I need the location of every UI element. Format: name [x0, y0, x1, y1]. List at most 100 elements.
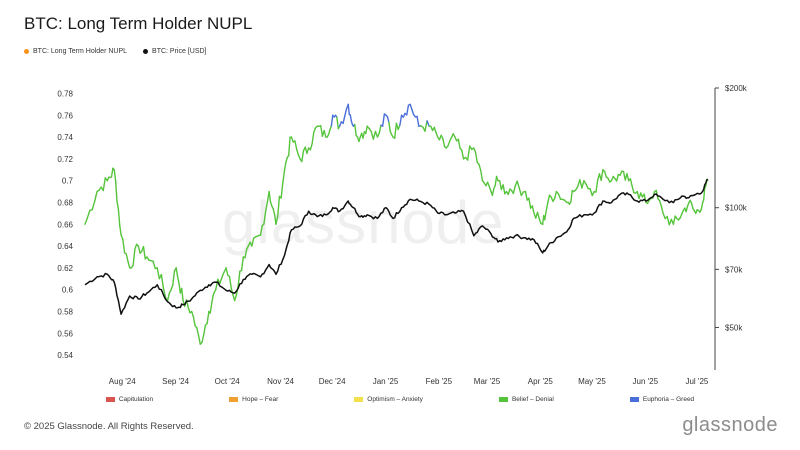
regime-hope-fear[interactable]: Hope – Fear	[169, 396, 278, 403]
regime-optimism-anxiety[interactable]: Optimism – Anxiety	[294, 396, 423, 403]
nupl-segment	[626, 173, 630, 182]
nupl-segment	[206, 310, 210, 325]
y-right-tick-label: $70k	[725, 265, 743, 274]
nupl-segment	[288, 136, 291, 157]
nupl-segment	[507, 188, 511, 196]
nupl-segment	[666, 215, 670, 226]
nupl-segment	[277, 195, 281, 218]
nupl-segment	[219, 276, 223, 284]
nupl-segment	[269, 201, 273, 207]
y-left-tick-label: 0.58	[57, 307, 73, 316]
x-tick-label: Feb '25	[426, 377, 453, 386]
nupl-segment	[84, 217, 89, 225]
nupl-segment	[102, 177, 107, 192]
legend-swatch-nupl	[24, 49, 29, 54]
nupl-segment	[600, 169, 604, 181]
regime-label-capitulation: Capitulation	[118, 396, 154, 403]
nupl-segment	[424, 120, 428, 132]
nupl-segment	[134, 243, 138, 250]
nupl-segment	[178, 282, 182, 294]
nupl-segment	[201, 334, 205, 344]
nupl-segment	[336, 116, 339, 130]
nupl-segment	[406, 104, 410, 116]
y-left-tick-label: 0.54	[57, 351, 73, 360]
nupl-segment	[554, 190, 558, 199]
nupl-segment	[338, 121, 343, 127]
nupl-segment	[461, 149, 465, 160]
y-left-tick-label: 0.56	[57, 329, 73, 338]
y-left-tick-label: 0.6	[62, 286, 74, 295]
nupl-segment	[466, 145, 471, 161]
nupl-segment	[93, 190, 98, 203]
nupl-segment	[127, 260, 131, 269]
nupl-segment	[275, 215, 279, 225]
nupl-segment	[478, 163, 482, 172]
regime-swatch-belief-denial	[498, 397, 508, 402]
nupl-segment	[197, 334, 201, 345]
nupl-segment	[547, 194, 551, 204]
regime-euphoria-greed[interactable]: Euphoria – Greed	[570, 396, 694, 403]
y-right-tick-label: $100k	[725, 204, 748, 213]
nupl-segment	[603, 170, 608, 178]
nupl-segment	[474, 151, 478, 164]
nupl-segment	[210, 295, 214, 305]
nupl-segment	[294, 140, 298, 150]
nupl-segment	[502, 184, 506, 195]
nupl-segment	[137, 245, 141, 254]
nupl-segment	[175, 267, 179, 278]
nupl-segment	[180, 287, 184, 302]
nupl-segment	[301, 149, 305, 163]
nupl-segment	[685, 205, 689, 213]
nupl-segment	[557, 193, 562, 200]
nupl-segment	[225, 267, 229, 276]
regime-legend: Capitulation Hope – Fear Optimism – Anxi…	[0, 396, 800, 403]
nupl-segment	[309, 143, 313, 151]
nupl-segment	[619, 170, 623, 176]
nupl-segment	[486, 181, 491, 188]
nupl-segment	[110, 167, 114, 178]
nupl-segment	[473, 147, 477, 154]
nupl-segment	[215, 278, 219, 291]
nupl-segment	[306, 147, 310, 154]
nupl-segment	[233, 294, 238, 302]
nupl-segment	[570, 189, 573, 203]
nupl-segment	[311, 131, 315, 145]
series-legend: BTC: Long Term Holder NUPL BTC: Price [U…	[24, 48, 206, 55]
nupl-segment	[672, 215, 676, 225]
y-left-tick-label: 0.62	[57, 264, 73, 273]
regime-swatch-optimism-anxiety	[354, 397, 364, 402]
nupl-segment	[272, 208, 276, 216]
legend-item-nupl[interactable]: BTC: Long Term Holder NUPL	[24, 48, 127, 55]
nupl-segment	[545, 207, 548, 214]
regime-label-euphoria-greed: Euphoria – Greed	[642, 396, 695, 403]
nupl-segment	[579, 179, 583, 189]
legend-item-price[interactable]: BTC: Price [USD]	[143, 48, 206, 55]
nupl-segment	[187, 306, 191, 314]
nupl-segment	[498, 180, 503, 191]
copyright-text: © 2025 Glassnode. All Rights Reserved.	[24, 421, 194, 432]
nupl-segment	[531, 205, 535, 215]
regime-label-hope-fear: Hope – Fear	[242, 396, 279, 403]
nupl-segment	[524, 190, 528, 201]
nupl-segment	[426, 120, 430, 127]
nupl-segment	[120, 234, 124, 241]
regime-capitulation[interactable]: Capitulation	[105, 396, 154, 403]
regime-label-optimism-anxiety: Optimism – Anxiety	[367, 396, 423, 403]
nupl-segment	[86, 209, 91, 219]
nupl-segment	[342, 115, 346, 124]
x-tick-label: Dec '24	[319, 377, 346, 386]
y-left-tick-label: 0.68	[57, 198, 73, 207]
nupl-segment	[516, 180, 520, 189]
nupl-segment	[629, 178, 633, 187]
regime-belief-denial[interactable]: Belief – Denial	[439, 396, 554, 403]
nupl-segment	[397, 124, 401, 131]
nupl-segment	[116, 200, 120, 210]
nupl-segment	[297, 154, 301, 160]
y-left-tick-label: 0.74	[57, 133, 73, 142]
x-tick-label: Jun '25	[633, 377, 659, 386]
nupl-segment	[595, 179, 599, 193]
y-left-tick-label: 0.66	[57, 220, 73, 229]
regime-swatch-capitulation	[105, 397, 115, 402]
price-line	[84, 178, 709, 315]
